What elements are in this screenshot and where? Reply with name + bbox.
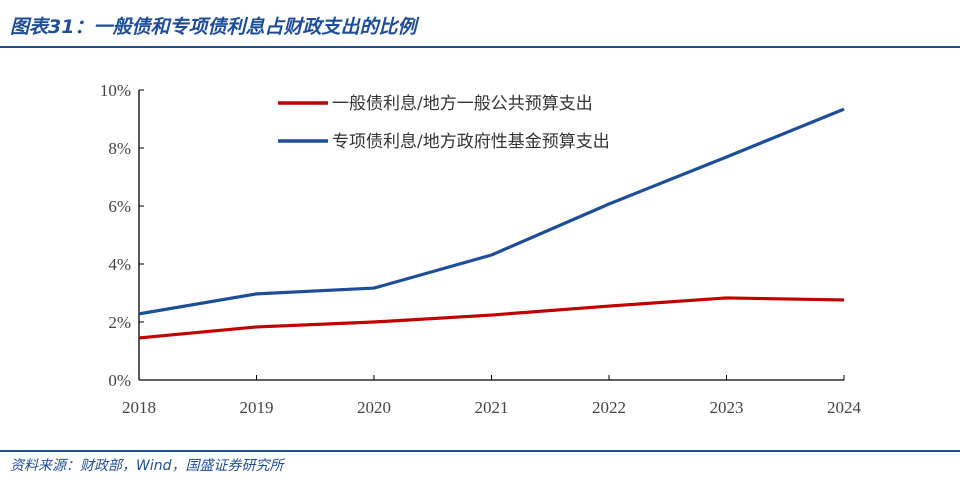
y-tick-label: 6% <box>108 197 131 216</box>
title-divider <box>0 46 960 48</box>
series-line-0 <box>138 296 845 340</box>
x-tick-label: 2024 <box>827 398 862 417</box>
figure-title: 图表31：一般债和专项债利息占财政支出的比例 <box>10 16 417 38</box>
y-tick-label: 0% <box>108 371 131 390</box>
x-tick-label: 2022 <box>592 398 626 417</box>
x-tick-label: 2019 <box>240 398 274 417</box>
x-tick-label: 2020 <box>357 398 391 417</box>
x-tick-label: 2021 <box>475 398 509 417</box>
y-tick-label: 4% <box>108 255 131 274</box>
y-tick-label: 8% <box>108 139 131 158</box>
legend-label-0: 一般债利息/地方一般公共预算支出 <box>332 94 593 114</box>
source-note: 资料来源：财政部，Wind，国盛证券研究所 <box>10 458 284 474</box>
line-chart: 0% 2% 4% 6% 8% 10% 2018 2019 2020 2021 2022 2023 202… <box>100 81 862 417</box>
y-tick-label: 2% <box>108 313 131 332</box>
legend-label-1: 专项债利息/地方政府性基金预算支出 <box>332 132 610 152</box>
x-tick-label: 2018 <box>122 398 156 417</box>
source-divider <box>0 450 960 452</box>
y-tick-label: 10% <box>100 81 131 100</box>
x-tick-label: 2023 <box>710 398 744 417</box>
